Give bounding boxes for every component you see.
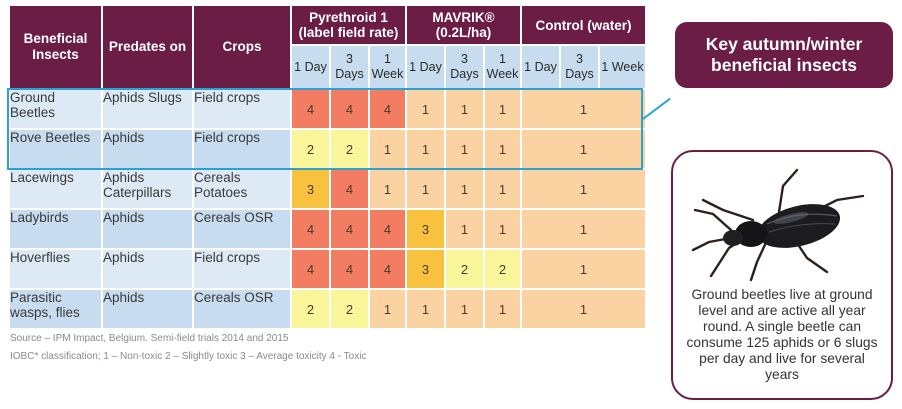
control-score: 1 bbox=[522, 90, 645, 128]
subheader-1-day: 1 Day bbox=[522, 46, 559, 88]
table-row: Ground Beetles Aphids Slugs Field crops 4 4 4… bbox=[10, 90, 645, 128]
toxicity-score: 1 bbox=[485, 170, 520, 208]
control-score: 1 bbox=[522, 210, 645, 248]
prey-list: Aphids bbox=[103, 290, 192, 328]
toxicity-score: 1 bbox=[485, 210, 520, 248]
insect-name: Rove Beetles bbox=[10, 130, 101, 168]
table-row: Lacewings Aphids Caterpillars Cereals Pota… bbox=[10, 170, 645, 208]
toxicity-score: 3 bbox=[407, 250, 444, 288]
prey-list: Aphids bbox=[103, 250, 192, 288]
subheader-3-days: 3 Days bbox=[446, 46, 483, 88]
toxicity-score: 1 bbox=[407, 290, 444, 328]
toxicity-score: 1 bbox=[370, 290, 405, 328]
crop-list: Cereals OSR bbox=[194, 290, 290, 328]
toxicity-score: 2 bbox=[485, 250, 520, 288]
insect-name: Hoverflies bbox=[10, 250, 101, 288]
key-insects-label: Key autumn/winter beneficial insects bbox=[675, 22, 893, 88]
header-crops: Crops bbox=[194, 6, 290, 88]
table-row: Ladybirds Aphids Cereals OSR 4 4 4 3 1 1 1 bbox=[10, 210, 645, 248]
toxicity-score: 1 bbox=[407, 170, 444, 208]
subheader-3-days: 3 Days bbox=[561, 46, 598, 88]
subheader-1-day: 1 Day bbox=[407, 46, 444, 88]
subheader-3-days: 3 Days bbox=[331, 46, 368, 88]
prey-list: Aphids bbox=[103, 130, 192, 168]
toxicity-score: 1 bbox=[446, 290, 483, 328]
insect-name: Parasitic wasps, flies bbox=[10, 290, 101, 328]
subheader-1-week: 1 Week bbox=[600, 46, 645, 88]
crop-list: Field crops bbox=[194, 250, 290, 288]
toxicity-score: 2 bbox=[446, 250, 483, 288]
toxicity-score: 4 bbox=[370, 210, 405, 248]
ground-beetle-card: Ground beetles live at ground level and … bbox=[671, 150, 893, 400]
toxicity-score: 1 bbox=[485, 90, 520, 128]
toxicity-score: 4 bbox=[370, 250, 405, 288]
toxicity-score: 4 bbox=[292, 250, 329, 288]
header-pyrethroid: Pyrethroid 1 (label field rate) bbox=[292, 6, 405, 44]
toxicity-score: 4 bbox=[370, 90, 405, 128]
toxicity-score: 1 bbox=[407, 90, 444, 128]
toxicity-score: 4 bbox=[331, 90, 368, 128]
toxicity-score: 1 bbox=[485, 130, 520, 168]
control-score: 1 bbox=[522, 290, 645, 328]
insect-name: Ladybirds bbox=[10, 210, 101, 248]
toxicity-score: 4 bbox=[331, 170, 368, 208]
toxicity-score: 1 bbox=[370, 130, 405, 168]
prey-list: Aphids Caterpillars bbox=[103, 170, 192, 208]
toxicity-score: 2 bbox=[331, 130, 368, 168]
ground-beetle-icon bbox=[691, 168, 865, 282]
toxicity-score: 4 bbox=[331, 210, 368, 248]
header-beneficial-insects: Beneficial Insects bbox=[10, 6, 101, 88]
classification-note: IOBC* classification; 1 – Non-toxic 2 – … bbox=[10, 351, 367, 362]
toxicity-score: 2 bbox=[292, 290, 329, 328]
header-predates-on: Predates on bbox=[103, 6, 192, 88]
crop-list: Cereals Potatoes bbox=[194, 170, 290, 208]
toxicity-score: 3 bbox=[407, 210, 444, 248]
toxicity-score: 2 bbox=[331, 290, 368, 328]
header-mavrik: MAVRIK® (0.2L/ha) bbox=[407, 6, 520, 44]
toxicity-score: 4 bbox=[292, 210, 329, 248]
insect-name: Lacewings bbox=[10, 170, 101, 208]
toxicity-score: 1 bbox=[370, 170, 405, 208]
toxicity-score: 1 bbox=[485, 290, 520, 328]
prey-list: Aphids Slugs bbox=[103, 90, 192, 128]
crop-list: Field crops bbox=[194, 90, 290, 128]
source-note: Source – IPM Impact, Belgium. Semi-field… bbox=[10, 333, 289, 344]
toxicity-score: 1 bbox=[446, 90, 483, 128]
toxicity-score: 4 bbox=[292, 90, 329, 128]
table-row: Parasitic wasps, flies Aphids Cereals OSR 2… bbox=[10, 290, 645, 328]
toxicity-score: 1 bbox=[446, 210, 483, 248]
prey-list: Aphids bbox=[103, 210, 192, 248]
toxicity-score: 1 bbox=[407, 130, 444, 168]
control-score: 1 bbox=[522, 130, 645, 168]
toxicity-score: 4 bbox=[331, 250, 368, 288]
crop-list: Field crops bbox=[194, 130, 290, 168]
toxicity-score: 3 bbox=[292, 170, 329, 208]
subheader-1-day: 1 Day bbox=[292, 46, 329, 88]
toxicity-score: 2 bbox=[292, 130, 329, 168]
toxicity-score: 1 bbox=[446, 130, 483, 168]
insect-name: Ground Beetles bbox=[10, 90, 101, 128]
ground-beetle-caption: Ground beetles live at ground level and … bbox=[686, 287, 878, 382]
subheader-1-week: 1 Week bbox=[370, 46, 405, 88]
crop-list: Cereals OSR bbox=[194, 210, 290, 248]
control-score: 1 bbox=[522, 170, 645, 208]
toxicity-score: 1 bbox=[446, 170, 483, 208]
toxicity-table: Beneficial Insects Predates on Crops Pyr… bbox=[8, 4, 647, 330]
table-row: Rove Beetles Aphids Field crops 2 2 1 1 1 1 1 bbox=[10, 130, 645, 168]
subheader-1-week: 1 Week bbox=[485, 46, 520, 88]
control-score: 1 bbox=[522, 250, 645, 288]
table-row: Hoverflies Aphids Field crops 4 4 4 3 2 2 1 bbox=[10, 250, 645, 288]
header-control: Control (water) bbox=[522, 6, 645, 44]
